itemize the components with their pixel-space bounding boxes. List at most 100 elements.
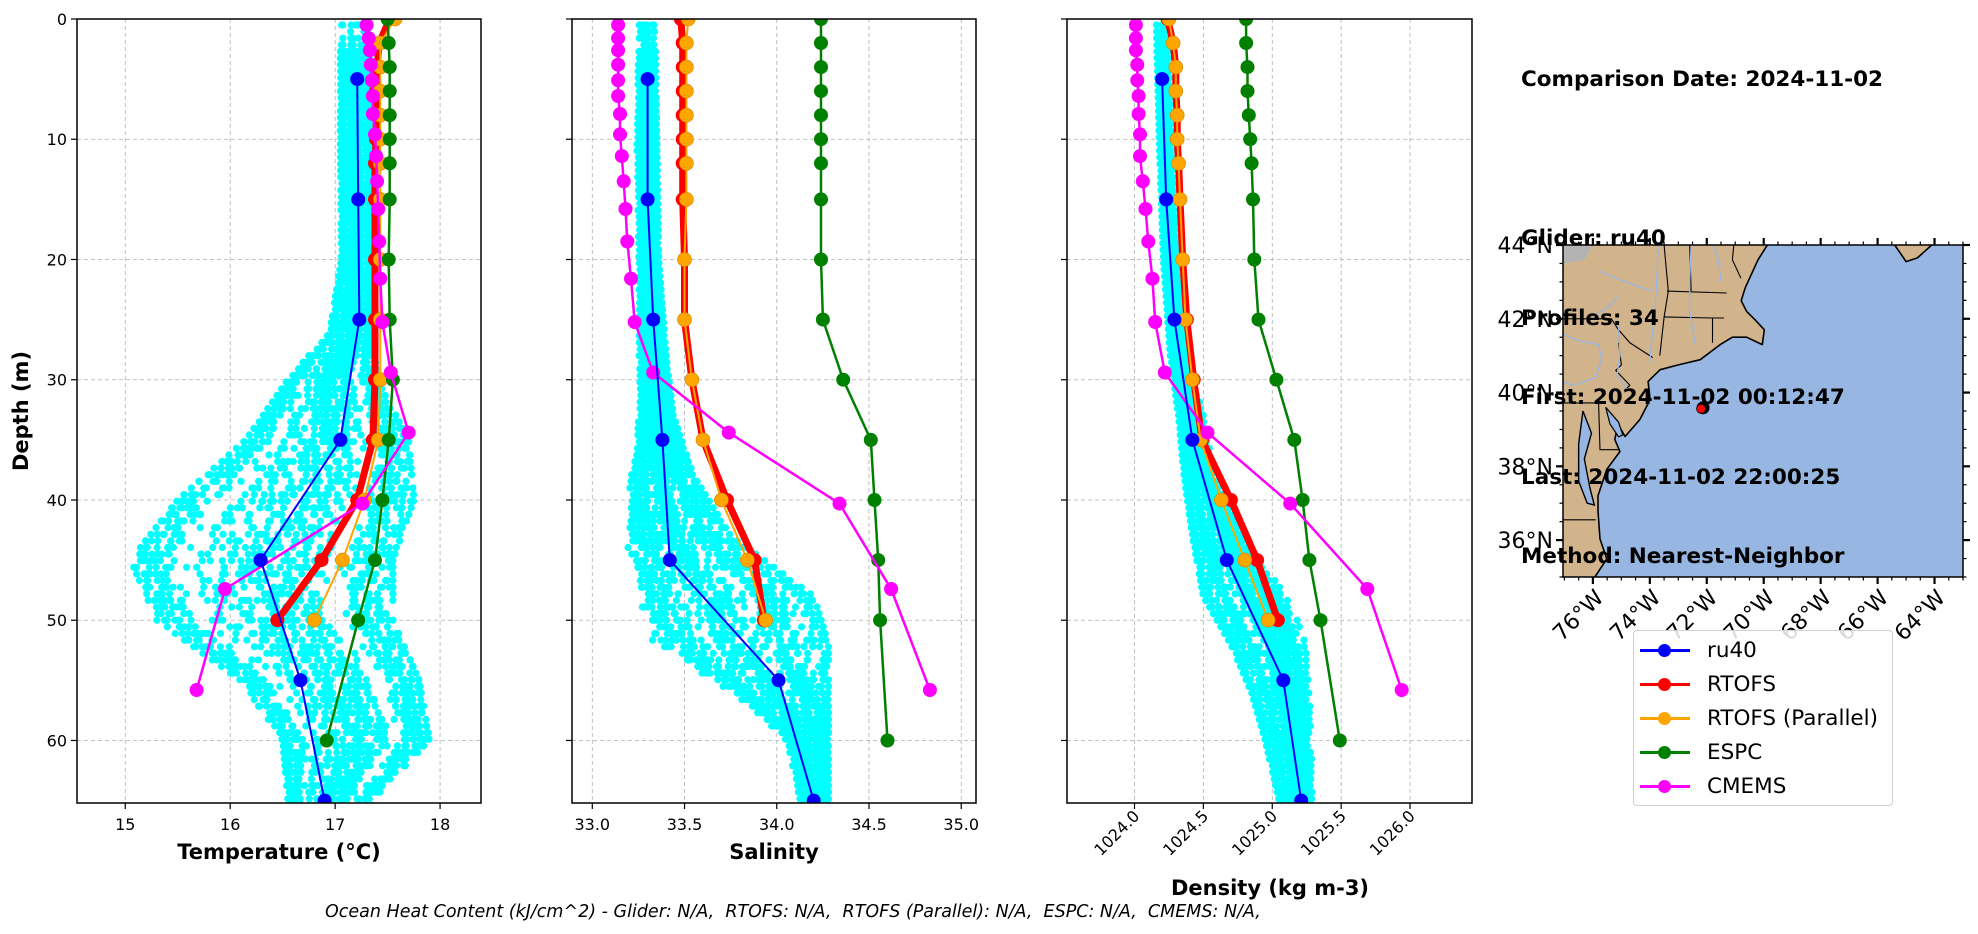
glider-point bbox=[401, 676, 409, 684]
glider-point bbox=[265, 603, 273, 611]
data-point bbox=[368, 127, 382, 142]
glider-point bbox=[289, 616, 298, 624]
glider-point bbox=[325, 438, 334, 446]
glider-point bbox=[340, 160, 348, 168]
glider-point bbox=[153, 543, 161, 552]
glider-point bbox=[267, 418, 275, 426]
glider-point bbox=[262, 530, 270, 538]
glider-point bbox=[315, 371, 323, 380]
glider-point bbox=[377, 464, 385, 472]
glider-point bbox=[398, 484, 406, 492]
glider-point bbox=[346, 471, 354, 479]
data-point bbox=[382, 156, 397, 171]
glider-point bbox=[405, 510, 413, 518]
glider-point bbox=[401, 715, 410, 724]
glider-point bbox=[289, 788, 297, 796]
glider-point bbox=[212, 537, 220, 545]
glider-point bbox=[352, 405, 360, 413]
glider-point bbox=[303, 563, 311, 571]
glider-point bbox=[374, 649, 382, 657]
glider-point bbox=[340, 570, 349, 578]
glider-point bbox=[391, 768, 399, 776]
glider-point bbox=[165, 517, 173, 525]
glider-point bbox=[322, 682, 331, 691]
glider-point bbox=[372, 722, 380, 730]
glider-point bbox=[351, 147, 359, 155]
glider-point bbox=[402, 722, 410, 730]
glider-point bbox=[241, 491, 249, 499]
series-line bbox=[325, 19, 395, 741]
data-point bbox=[382, 132, 397, 147]
glider-point bbox=[266, 504, 274, 512]
glider-point bbox=[287, 418, 295, 426]
glider-point bbox=[350, 669, 358, 677]
glider-point bbox=[255, 484, 263, 492]
glider-point bbox=[286, 808, 293, 815]
glider-point bbox=[346, 319, 354, 327]
data-point bbox=[333, 432, 348, 447]
glider-point bbox=[284, 775, 292, 783]
glider-point bbox=[353, 795, 361, 803]
glider-point bbox=[387, 662, 395, 671]
glider-point bbox=[282, 391, 290, 399]
glider-point bbox=[298, 643, 307, 651]
glider-point bbox=[328, 696, 336, 704]
glider-point bbox=[339, 166, 347, 175]
glider-point bbox=[270, 411, 279, 419]
glider-point bbox=[299, 504, 307, 512]
glider-point bbox=[381, 418, 389, 426]
glider-point bbox=[231, 656, 239, 664]
glider-point bbox=[392, 504, 401, 512]
glider-point bbox=[351, 213, 359, 221]
glider-point bbox=[292, 603, 300, 611]
glider-point bbox=[256, 570, 264, 578]
glider-point bbox=[249, 484, 257, 492]
glider-point bbox=[349, 54, 357, 62]
glider-point bbox=[198, 629, 206, 638]
glider-point bbox=[196, 570, 204, 578]
glider-point bbox=[364, 100, 372, 108]
glider-point bbox=[367, 788, 375, 796]
glider-point bbox=[362, 729, 370, 737]
glider-point bbox=[409, 484, 417, 492]
glider-point bbox=[309, 504, 317, 512]
glider-point bbox=[360, 352, 368, 360]
glider-point bbox=[315, 808, 322, 815]
glider-point bbox=[290, 808, 297, 815]
glider-point bbox=[390, 715, 398, 724]
glider-point bbox=[392, 477, 400, 485]
glider-point bbox=[198, 557, 206, 565]
glider-point bbox=[157, 570, 165, 578]
glider-point bbox=[307, 682, 316, 691]
glider-point bbox=[346, 775, 354, 783]
axes-frame bbox=[76, 18, 482, 804]
glider-point bbox=[362, 808, 369, 815]
glider-point bbox=[349, 114, 357, 122]
glider-point bbox=[351, 755, 359, 763]
glider-point bbox=[342, 252, 350, 261]
y-tick-label: 20 bbox=[47, 250, 67, 269]
glider-point bbox=[366, 120, 375, 128]
glider-point bbox=[292, 808, 299, 815]
glider-point bbox=[816, 808, 823, 815]
glider-point bbox=[195, 636, 203, 644]
glider-point bbox=[312, 365, 320, 373]
glider-point bbox=[325, 352, 333, 360]
glider-point bbox=[255, 477, 263, 485]
glider-point bbox=[308, 782, 316, 790]
y-tick-label: 60 bbox=[47, 731, 67, 750]
glider-point bbox=[389, 596, 397, 605]
glider-point bbox=[298, 570, 306, 578]
glider-point bbox=[269, 583, 277, 591]
glider-point bbox=[335, 385, 343, 393]
glider-point bbox=[165, 590, 174, 598]
data-point bbox=[368, 553, 382, 568]
glider-point bbox=[286, 405, 294, 413]
glider-point bbox=[401, 689, 410, 697]
glider-point bbox=[307, 775, 315, 783]
glider-point bbox=[203, 497, 211, 505]
glider-point bbox=[349, 133, 357, 141]
glider-point bbox=[183, 504, 191, 512]
glider-point bbox=[395, 418, 403, 426]
glider-point bbox=[308, 768, 316, 776]
